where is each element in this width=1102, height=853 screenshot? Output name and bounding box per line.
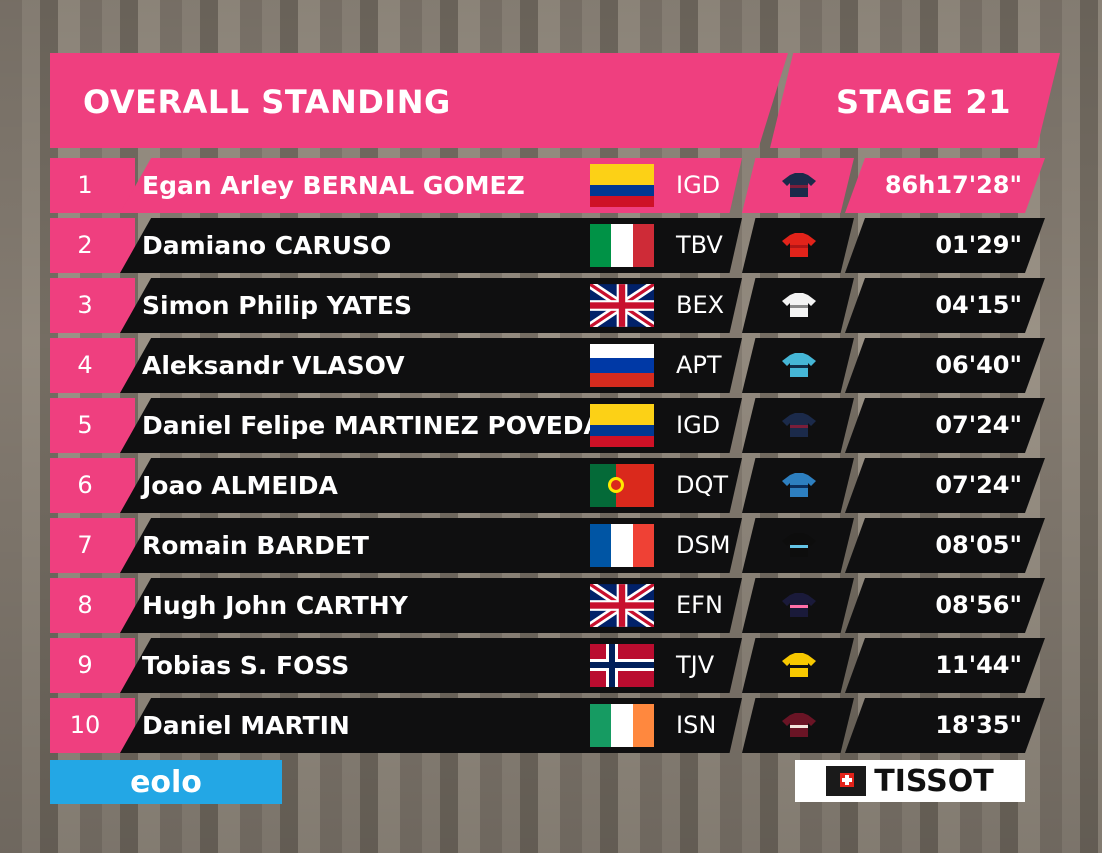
russia-flag bbox=[590, 344, 654, 387]
rank-number: 4 bbox=[77, 351, 93, 379]
standing-row: 7 Romain BARDET DSM 08'05" bbox=[50, 518, 1050, 573]
deceuninck-jersey-icon bbox=[782, 473, 816, 497]
team-code: ISN bbox=[676, 711, 717, 739]
stage-label: STAGE 21 bbox=[836, 83, 1011, 121]
rider-name: Daniel Felipe MARTINEZ POVEDA bbox=[142, 411, 603, 440]
rider-name: Tobias S. FOSS bbox=[142, 651, 350, 680]
tissot-icon: T bbox=[826, 766, 867, 796]
time-band bbox=[845, 398, 1045, 453]
header-left-panel bbox=[50, 53, 788, 148]
rider-name: Daniel MARTIN bbox=[142, 711, 350, 740]
tissot-logo: T TISSOT bbox=[795, 760, 1025, 802]
france-flag bbox=[590, 524, 654, 567]
team-code: IGD bbox=[676, 411, 721, 439]
portugal-flag bbox=[590, 464, 654, 507]
rank-background bbox=[50, 338, 135, 393]
time-band bbox=[845, 578, 1045, 633]
rank-background bbox=[50, 578, 135, 633]
time-band bbox=[845, 158, 1045, 213]
rank-number: 8 bbox=[77, 591, 93, 619]
rank-background bbox=[50, 458, 135, 513]
rank-background bbox=[50, 218, 135, 273]
dsm-jersey-icon bbox=[782, 533, 816, 557]
ineos-jersey-icon bbox=[782, 413, 816, 437]
rank-number: 5 bbox=[77, 411, 93, 439]
standing-row: 9 Tobias S. FOSS TJV 11'44" bbox=[50, 638, 1050, 693]
rank-number: 9 bbox=[77, 651, 93, 679]
colombia-flag bbox=[590, 164, 654, 207]
rank-number: 2 bbox=[77, 231, 93, 259]
rank-background bbox=[50, 398, 135, 453]
gap-time: 08'05" bbox=[935, 531, 1022, 559]
ireland-flag bbox=[590, 704, 654, 747]
gap-time: 08'56" bbox=[935, 591, 1022, 619]
time-band bbox=[845, 698, 1045, 753]
rank-background bbox=[50, 698, 135, 753]
standing-row: 3 Simon Philip YATES BEX 04'15" bbox=[50, 278, 1050, 333]
rider-name: Damiano CARUSO bbox=[142, 231, 392, 260]
rider-name: Aleksandr VLASOV bbox=[142, 351, 405, 380]
team-code: DSM bbox=[676, 531, 731, 559]
rider-name: Joao ALMEIDA bbox=[142, 471, 338, 500]
team-code: APT bbox=[676, 351, 722, 379]
rider-name: Simon Philip YATES bbox=[142, 291, 412, 320]
standing-row: 10 Daniel MARTIN ISN 18'35" bbox=[50, 698, 1050, 753]
ineos-jersey-icon bbox=[782, 173, 816, 197]
gap-time: 06'40" bbox=[935, 351, 1022, 379]
rank-background bbox=[50, 278, 135, 333]
time-band bbox=[845, 518, 1045, 573]
header-right-panel bbox=[770, 53, 1060, 148]
rank-number: 10 bbox=[69, 711, 101, 739]
rider-name: Egan Arley BERNAL GOMEZ bbox=[142, 171, 525, 200]
bikeexchange-jersey-icon bbox=[782, 293, 816, 317]
gap-time: 07'24" bbox=[935, 471, 1022, 499]
team-code: TBV bbox=[676, 231, 723, 259]
tissot-text: TISSOT bbox=[874, 763, 994, 799]
eolo-logo: eolo bbox=[50, 760, 282, 804]
rank-number: 3 bbox=[77, 291, 93, 319]
time-band bbox=[845, 218, 1045, 273]
rank-background bbox=[50, 158, 135, 213]
time-band bbox=[845, 338, 1045, 393]
united-kingdom-flag bbox=[590, 584, 654, 627]
rank-background bbox=[50, 638, 135, 693]
standing-row: 8 Hugh John CARTHY EFN 08'56" bbox=[50, 578, 1050, 633]
gap-time: 18'35" bbox=[935, 711, 1022, 739]
italy-flag bbox=[590, 224, 654, 267]
gap-time: 86h17'28" bbox=[884, 171, 1022, 199]
rank-number: 1 bbox=[77, 171, 93, 199]
team-code: BEX bbox=[676, 291, 725, 319]
page-title: OVERALL STANDING bbox=[83, 83, 451, 121]
team-code: IGD bbox=[676, 171, 721, 199]
gap-time: 07'24" bbox=[935, 411, 1022, 439]
jumbo-visma-jersey-icon bbox=[782, 653, 816, 677]
astana-jersey-icon bbox=[782, 353, 816, 377]
standing-row: 2 Damiano CARUSO TBV 01'29" bbox=[50, 218, 1050, 273]
gap-time: 01'29" bbox=[935, 231, 1022, 259]
time-band bbox=[845, 278, 1045, 333]
standing-row: 1 Egan Arley BERNAL GOMEZ IGD 86h17'28" bbox=[50, 158, 1050, 213]
team-code: EFN bbox=[676, 591, 723, 619]
time-band bbox=[845, 458, 1045, 513]
israel-jersey-icon bbox=[782, 713, 816, 737]
rank-background bbox=[50, 518, 135, 573]
time-band bbox=[845, 638, 1045, 693]
team-code: TJV bbox=[676, 651, 715, 679]
gap-time: 11'44" bbox=[935, 651, 1022, 679]
rider-name: Romain BARDET bbox=[142, 531, 369, 560]
rank-number: 7 bbox=[77, 531, 93, 559]
united-kingdom-flag bbox=[590, 284, 654, 327]
rank-number: 6 bbox=[77, 471, 93, 499]
gap-time: 04'15" bbox=[935, 291, 1022, 319]
norway-flag bbox=[590, 644, 654, 687]
standing-row: 6 Joao ALMEIDA DQT 07'24" bbox=[50, 458, 1050, 513]
team-code: DQT bbox=[676, 471, 729, 499]
colombia-flag bbox=[590, 404, 654, 447]
standing-row: 5 Daniel Felipe MARTINEZ POVEDA IGD 07'24" bbox=[50, 398, 1050, 453]
ef-jersey-icon bbox=[782, 593, 816, 617]
standing-row: 4 Aleksandr VLASOV APT 06'40" bbox=[50, 338, 1050, 393]
bahrain-jersey-icon bbox=[782, 233, 816, 257]
rider-name: Hugh John CARTHY bbox=[142, 591, 408, 620]
